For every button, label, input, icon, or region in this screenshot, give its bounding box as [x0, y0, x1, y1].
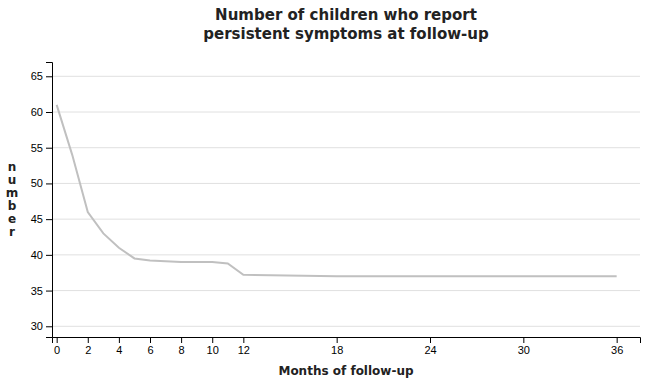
- x-axis-tick-label: 0: [54, 344, 60, 356]
- y-axis-title: number: [6, 160, 19, 239]
- x-axis-tick: 24: [424, 337, 436, 356]
- plot-area: 024681012182430363035404550556065: [31, 63, 641, 356]
- y-axis-tick-label: 30: [31, 320, 43, 332]
- data-line: [57, 105, 617, 276]
- x-axis-tick-mark: [243, 337, 244, 343]
- y-axis-tick: 55: [31, 142, 52, 154]
- x-axis-tick: 6: [147, 337, 153, 356]
- x-axis-tick: 10: [207, 337, 219, 356]
- x-axis-title: Months of follow-up: [278, 364, 414, 378]
- y-axis-tick-mark: [46, 326, 52, 327]
- x-axis-tick: 18: [331, 337, 343, 356]
- y-axis-tick-mark: [46, 148, 52, 149]
- chart-title-line: Number of children who report: [215, 6, 477, 24]
- x-axis-tick-label: 2: [85, 344, 91, 356]
- y-axis-tick-label: 35: [31, 285, 43, 297]
- y-axis-title-line: b: [8, 199, 17, 213]
- x-axis-tick-label: 4: [116, 344, 122, 356]
- x-axis-tick-mark: [150, 337, 151, 343]
- x-axis-tick-mark: [523, 337, 524, 343]
- x-axis-tick: 8: [179, 337, 185, 356]
- x-axis-tick-mark: [337, 337, 338, 343]
- x-axis-tick: 30: [518, 337, 530, 356]
- x-axis-tick-mark: [57, 337, 58, 343]
- y-axis-tick: 50: [31, 177, 52, 189]
- x-axis-tick: 4: [116, 337, 122, 356]
- x-axis-tick-mark: [88, 337, 89, 343]
- y-axis-tick-label: 60: [31, 106, 43, 118]
- x-axis-tick: 12: [238, 337, 250, 356]
- x-axis-tick-mark: [212, 337, 213, 343]
- y-axis-tick: 65: [31, 70, 52, 82]
- chart-title-line: persistent symptoms at follow-up: [203, 25, 489, 43]
- chart-svg: 024681012182430363035404550556065Number …: [0, 0, 662, 385]
- x-axis-tick-mark: [119, 337, 120, 343]
- x-axis-tick-label: 12: [238, 344, 250, 356]
- y-axis-tick-label: 55: [31, 142, 43, 154]
- y-axis-tick: 60: [31, 106, 52, 118]
- x-axis-tick-label: 6: [147, 344, 153, 356]
- y-axis-tick: 45: [31, 213, 52, 225]
- y-axis-tick-label: 40: [31, 249, 43, 261]
- x-axis-line: [53, 338, 641, 344]
- x-axis-tick-mark: [430, 337, 431, 343]
- chart-title: Number of children who reportpersistent …: [203, 6, 489, 43]
- y-axis-tick-mark: [46, 291, 52, 292]
- y-axis-tick-mark: [46, 219, 52, 220]
- x-axis-tick-label: 8: [179, 344, 185, 356]
- grid-line: [52, 147, 640, 148]
- y-axis-line: [46, 63, 53, 338]
- x-axis-tick-label: 18: [331, 344, 343, 356]
- y-axis-tick: 40: [31, 249, 52, 261]
- marks: [57, 105, 617, 276]
- y-axis-tick-mark: [46, 112, 52, 113]
- grid-line: [52, 183, 640, 184]
- x-axis-tick: 0: [54, 337, 60, 356]
- x-axis-tick-label: 24: [424, 344, 436, 356]
- x-axis: 02468101218243036: [53, 337, 641, 356]
- x-axis-tick-label: 36: [611, 344, 623, 356]
- y-axis-tick: 30: [31, 320, 52, 332]
- x-axis-tick: 36: [611, 337, 623, 356]
- grid-line: [52, 112, 640, 113]
- y-axis-title-line: n: [8, 160, 17, 174]
- y-axis-tick-mark: [46, 255, 52, 256]
- y-axis-tick-label: 45: [31, 213, 43, 225]
- y-axis: 30 35 40 45 50 55 60 65: [31, 63, 53, 338]
- x-axis-tick-mark: [181, 337, 182, 343]
- y-axis-tick-label: 65: [31, 70, 43, 82]
- grid: [52, 76, 640, 326]
- x-axis-tick-label: 30: [518, 344, 530, 356]
- x-axis-tick: 2: [85, 337, 91, 356]
- y-axis-tick-mark: [46, 183, 52, 184]
- y-axis-title-line: m: [6, 186, 19, 200]
- chart-container: 024681012182430363035404550556065Number …: [0, 0, 662, 385]
- y-axis-title-line: u: [8, 173, 17, 187]
- y-axis-title-line: r: [9, 225, 15, 239]
- x-axis-tick-label: 10: [207, 344, 219, 356]
- y-axis-tick-label: 50: [31, 177, 43, 189]
- grid-line: [52, 326, 640, 327]
- y-axis-tick-mark: [46, 76, 52, 77]
- grid-line: [52, 76, 640, 77]
- x-axis-tick-mark: [617, 337, 618, 343]
- grid-line: [52, 254, 640, 255]
- y-axis-tick: 35: [31, 285, 52, 297]
- grid-line: [52, 290, 640, 291]
- y-axis-title-line: e: [8, 212, 16, 226]
- grid-line: [52, 219, 640, 220]
